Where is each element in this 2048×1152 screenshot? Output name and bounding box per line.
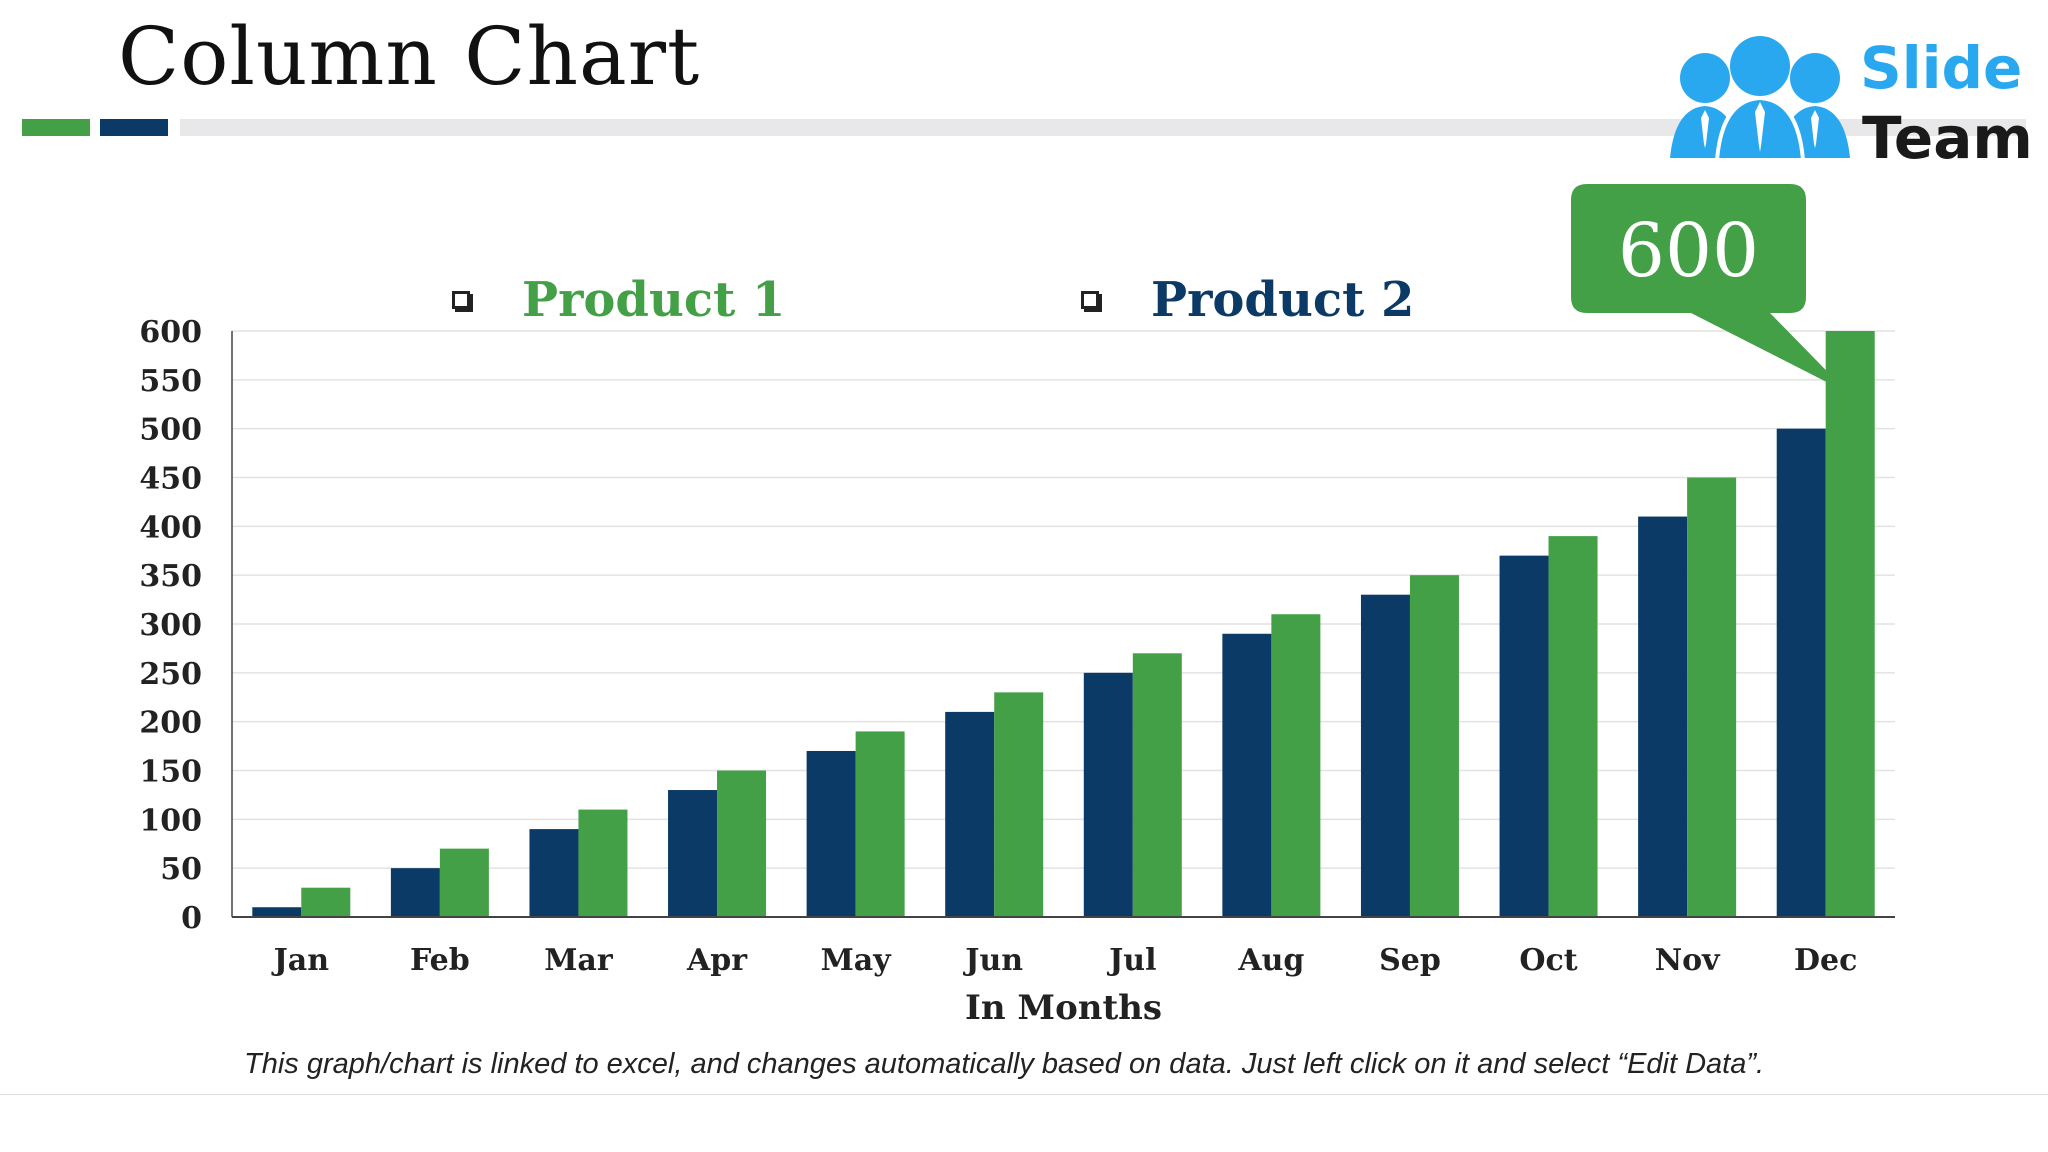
bar-product-1 [301, 887, 351, 917]
accent-bar-gray [180, 119, 2026, 136]
bar-product-2 [1360, 594, 1410, 917]
bar-product-1 [1687, 477, 1737, 917]
y-tick-label: 550 [139, 364, 202, 399]
bar-product-1 [1409, 575, 1459, 917]
accent-bar-navy [100, 119, 168, 136]
bar-product-2 [1499, 555, 1549, 917]
x-tick-label: Oct [1519, 943, 1577, 978]
y-tick-label: 500 [139, 413, 202, 448]
x-tick-label: Nov [1655, 943, 1721, 978]
footer-note: This graph/chart is linked to excel, and… [244, 1048, 1765, 1080]
y-tick-label: 600 [139, 315, 202, 350]
logo-word-team: Team [1862, 104, 2033, 172]
bar-product-1 [1132, 653, 1182, 917]
legend-item-product-1: Product 1 [452, 272, 785, 328]
legend-checkbox-icon [1081, 291, 1099, 309]
bar-product-2 [668, 790, 718, 917]
bar-product-2 [1222, 633, 1272, 917]
x-tick-label: Jul [1106, 943, 1156, 978]
callout-bubble [1571, 184, 1849, 393]
y-tick-label: 150 [139, 755, 202, 790]
y-tick-label: 200 [139, 706, 202, 741]
x-tick-label: Jan [271, 943, 330, 978]
bar-product-2 [1083, 672, 1133, 917]
y-tick-label: 50 [160, 852, 202, 887]
slideteam-logo: Slide Team [1665, 28, 2033, 172]
x-axis-label: In Months [965, 988, 1162, 1028]
accent-bar-green [22, 119, 90, 136]
bar-product-1 [578, 809, 628, 917]
x-tick-label: Apr [686, 943, 748, 978]
bar-product-2 [1638, 516, 1688, 917]
legend-label: Product 2 [1151, 272, 1415, 328]
page-title: Column Chart [118, 10, 701, 103]
y-tick-label: 350 [139, 559, 202, 594]
people-icon [1670, 36, 1850, 162]
x-tick-label: Jun [962, 943, 1023, 978]
x-tick-label: Sep [1379, 943, 1441, 978]
legend-label: Product 1 [522, 272, 786, 328]
bar-product-2 [252, 907, 302, 917]
y-tick-label: 100 [139, 803, 202, 838]
bar-product-1 [855, 731, 905, 917]
bar-product-2 [390, 868, 440, 917]
x-tick-label: Dec [1794, 943, 1857, 978]
y-tick-label: 250 [139, 657, 202, 692]
bar-product-1 [439, 848, 489, 917]
legend-checkbox-icon [452, 291, 470, 309]
y-tick-label: 450 [139, 462, 202, 497]
bar-product-2 [945, 711, 995, 917]
x-tick-label: May [821, 943, 893, 978]
bar-product-1 [1825, 331, 1875, 917]
x-tick-label: Aug [1237, 943, 1304, 978]
bar-product-1 [1271, 614, 1321, 917]
callout-value: 600 [1618, 208, 1759, 294]
bar-product-2 [529, 829, 579, 917]
divider [0, 1094, 2048, 1095]
legend-item-product-2: Product 2 [1081, 272, 1414, 328]
bar-product-1 [717, 770, 767, 917]
bar-product-1 [994, 692, 1044, 917]
x-tick-label: Mar [544, 943, 614, 978]
y-tick-label: 300 [139, 608, 202, 643]
x-tick-label: Feb [410, 943, 470, 978]
y-tick-label: 0 [181, 901, 202, 936]
y-tick-label: 400 [139, 510, 202, 545]
bar-product-2 [1776, 428, 1826, 917]
bar-product-1 [1548, 536, 1598, 917]
bar-product-2 [806, 750, 856, 917]
logo-word-slide: Slide [1860, 34, 2023, 102]
